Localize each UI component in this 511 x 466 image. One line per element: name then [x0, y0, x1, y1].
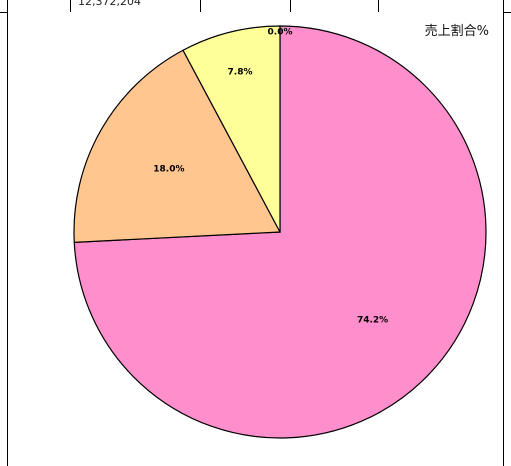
table-cell-border — [200, 0, 201, 12]
chart-title: 売上割合% — [424, 24, 489, 39]
pie-data-label-3: 0.0% — [268, 28, 293, 38]
table-cell-border — [7, 0, 8, 12]
table-cell-border — [70, 0, 71, 12]
pie-data-label-1: 18.0% — [153, 165, 184, 175]
table-cell-value: 12,372,204 — [78, 0, 141, 8]
pie-chart: 74.2% 18.0% 7.8% 0.0% — [73, 25, 487, 439]
table-cell-border — [290, 0, 291, 12]
pie-slice-2 — [182, 25, 281, 233]
table-cell-border — [503, 0, 504, 12]
pie-data-label-0: 74.2% — [357, 316, 388, 326]
pie-data-label-2: 7.8% — [228, 68, 253, 78]
chart-area: 74.2% 18.0% 7.8% 0.0% 売上割合% — [7, 12, 504, 466]
pie-slice-1 — [73, 49, 281, 243]
table-cell-border — [378, 0, 379, 12]
